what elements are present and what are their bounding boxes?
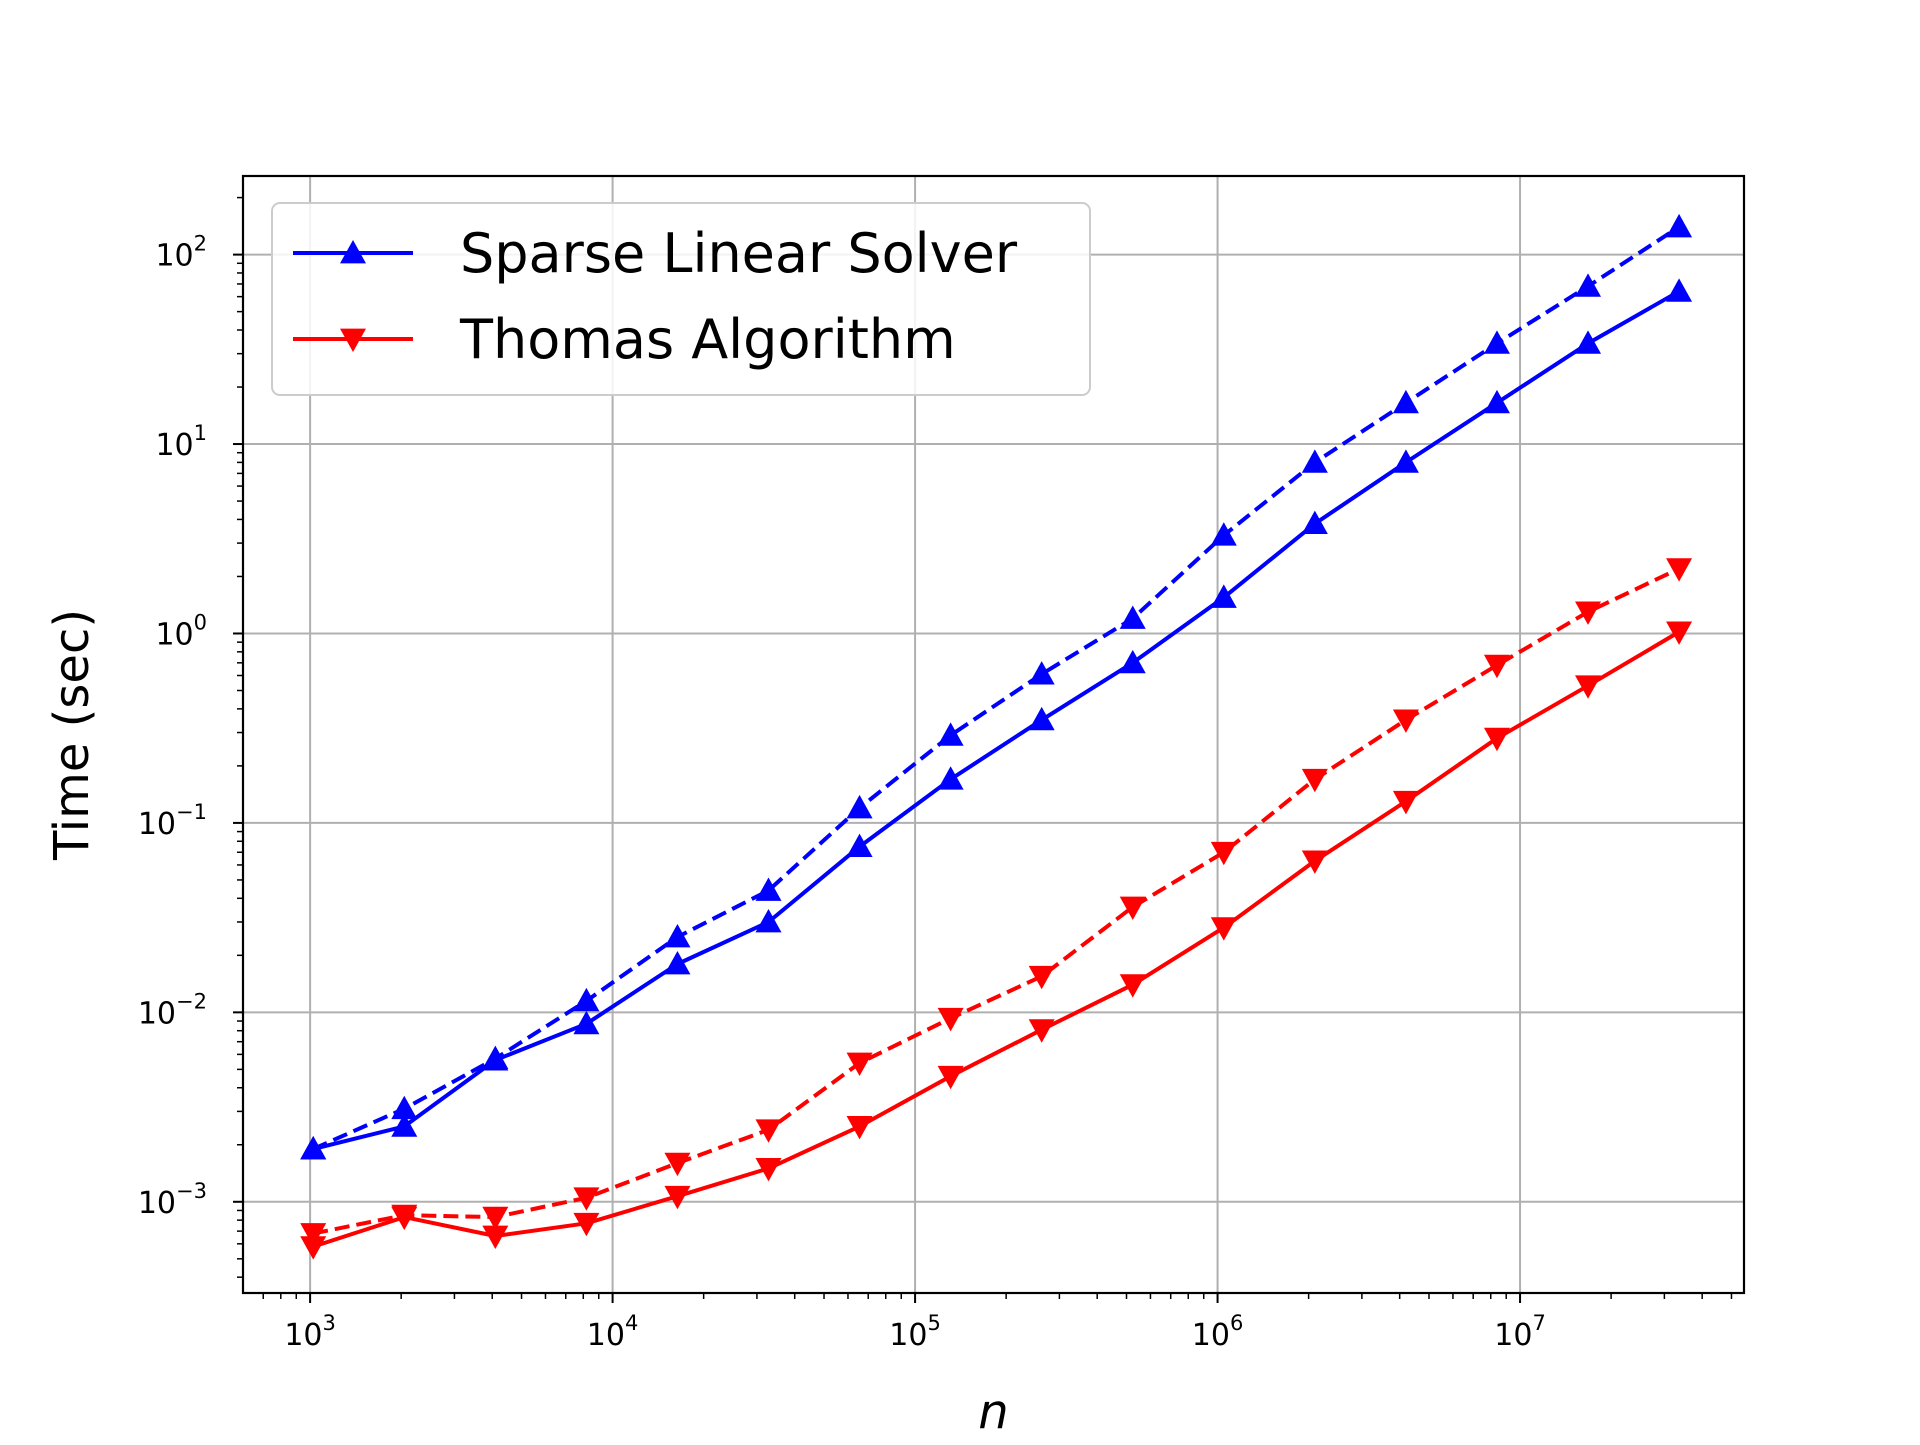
legend-label: Thomas Algorithm [459, 308, 956, 371]
y-tick-label: 101 [155, 421, 207, 463]
data-point-marker [1666, 213, 1693, 238]
data-point-marker [1210, 841, 1237, 866]
data-point-marker [1301, 768, 1328, 793]
data-point-marker [1575, 273, 1602, 297]
data-point-marker [1483, 654, 1510, 679]
data-point-marker [755, 877, 782, 901]
data-point-marker [1483, 389, 1510, 414]
data-point-marker [1210, 917, 1237, 941]
data-point-marker [1119, 896, 1146, 920]
series-line [312, 630, 1681, 1249]
data-point-marker [1028, 661, 1055, 685]
data-point-marker [1575, 601, 1602, 625]
data-point-marker [1575, 330, 1602, 354]
x-tick-label: 103 [284, 1311, 336, 1353]
data-point-marker [391, 1095, 418, 1120]
data-point-marker [1483, 727, 1510, 752]
data-point-marker [1392, 449, 1419, 473]
tick-labels: 103 104 105 106 107 10−3 10−2 10−1 100 101 102 [138, 232, 1546, 1353]
data-point-marker [1301, 850, 1328, 874]
data-point-marker [664, 1152, 691, 1177]
data-point-marker [1666, 621, 1693, 645]
data-point-marker [1392, 709, 1419, 733]
data-point-marker [391, 1113, 418, 1137]
data-point-marker [1392, 790, 1419, 815]
data-point-marker [846, 794, 873, 819]
data-point-marker [573, 1212, 600, 1237]
data-point-marker [846, 1116, 873, 1140]
legend-marker [340, 328, 366, 352]
data-point-marker [937, 722, 964, 746]
y-axis-label: Time (sec) [44, 609, 100, 861]
data-point-marker [300, 1135, 327, 1160]
data-point-marker [300, 1236, 327, 1260]
data-point-marker [573, 987, 600, 1012]
series-line [312, 289, 1681, 1151]
series-4 [300, 621, 1693, 1260]
data-point-marker [1028, 706, 1055, 731]
data-point-marker [1119, 649, 1146, 674]
data-point-marker [482, 1225, 509, 1249]
y-tick-label: 10−2 [138, 989, 207, 1031]
data-point-marker [573, 1010, 600, 1035]
data-point-marker [1210, 522, 1237, 546]
y-tick-label: 100 [155, 610, 207, 652]
data-point-marker [664, 1185, 691, 1210]
data-point-marker [1575, 675, 1602, 699]
data-point-marker [1666, 278, 1693, 302]
data-point-marker [1119, 605, 1146, 629]
series-line [312, 225, 1681, 1151]
legend: Sparse Linear Solver Thomas Algorithm [271, 202, 1091, 396]
series-line [312, 566, 1680, 1236]
x-axis-label: n [978, 1384, 1008, 1440]
data-point-marker [300, 1223, 327, 1247]
data-point-marker [755, 1119, 782, 1143]
data-point-marker [482, 1206, 509, 1231]
y-tick-label: 10−3 [138, 1179, 207, 1221]
legend-item: Thomas Algorithm [293, 308, 956, 371]
data-point-marker [1301, 510, 1328, 535]
series-3 [300, 558, 1693, 1247]
series-2 [300, 278, 1693, 1160]
data-point-marker [755, 908, 782, 933]
plot-frame [241, 174, 1746, 1295]
data-point-marker [391, 1206, 418, 1231]
y-tick-label: 10−1 [138, 800, 207, 842]
legend-item: Sparse Linear Solver [293, 222, 1018, 285]
data-point-marker [664, 950, 691, 975]
data-point-marker [573, 1187, 600, 1211]
legend-label: Sparse Linear Solver [460, 222, 1018, 285]
data-point-marker [755, 1158, 782, 1182]
data-point-marker [937, 766, 964, 790]
x-tick-label: 105 [889, 1311, 941, 1353]
data-point-marker [1392, 389, 1419, 414]
data-point-marker [1666, 558, 1693, 582]
data-point-marker [664, 923, 691, 948]
y-tick-label: 102 [155, 232, 207, 274]
data-point-marker [1028, 1019, 1055, 1043]
legend-box [271, 202, 1091, 396]
data-point-marker [937, 1007, 964, 1032]
data-point-marker [937, 1065, 964, 1090]
data-point-marker [846, 1052, 873, 1077]
x-tick-label: 104 [587, 1311, 639, 1353]
x-tick-label: 106 [1192, 1311, 1244, 1353]
data-point-marker [1210, 584, 1237, 608]
legend-marker [340, 240, 366, 264]
data-point-marker [1483, 330, 1510, 354]
data-point-marker [1301, 449, 1328, 473]
data-point-marker [1119, 974, 1146, 998]
data-point-marker [482, 1047, 509, 1071]
data-point-marker [1028, 965, 1055, 990]
x-tick-label: 107 [1494, 1311, 1546, 1353]
data-point-marker [846, 833, 873, 857]
series-group [300, 213, 1693, 1260]
